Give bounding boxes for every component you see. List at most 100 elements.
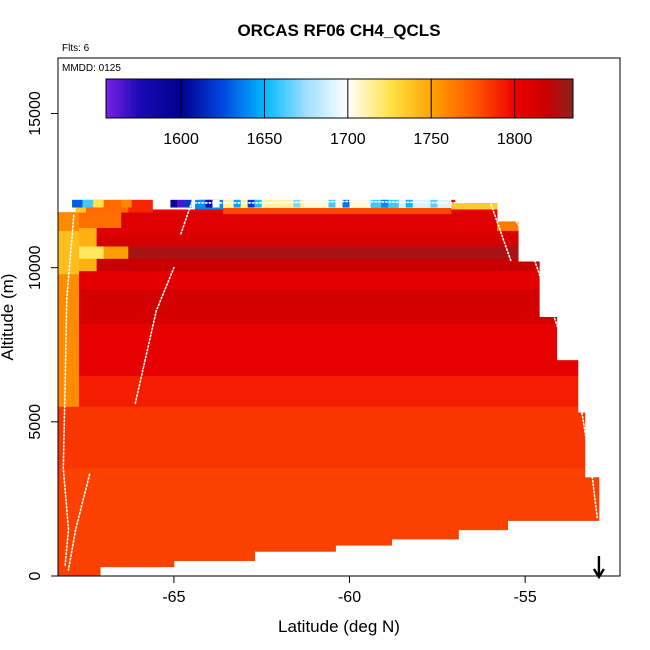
colorbar-swatch [356, 79, 361, 118]
heatmap-cell [152, 212, 175, 215]
heatmap-cell [138, 246, 154, 259]
heatmap-cell [507, 375, 519, 407]
heatmap-cell [86, 230, 98, 238]
heatmap-cell [458, 202, 498, 208]
heatmap-cell [152, 246, 175, 259]
heatmap-cell [173, 406, 196, 469]
colorbar-swatch [419, 79, 424, 118]
heatmap-cell [454, 375, 459, 407]
colorbar-swatch [559, 79, 564, 118]
heatmap-cell [100, 406, 105, 469]
heatmap-cell [398, 227, 452, 232]
heatmap-cell [100, 236, 105, 247]
heatmap-cell [458, 289, 498, 324]
heatmap-cell [152, 258, 175, 272]
heatmap-cell [100, 273, 105, 290]
colorbar-swatch [462, 79, 467, 118]
heatmap-cell [349, 375, 372, 407]
heatmap-cell [58, 246, 76, 259]
colorbar-swatch [109, 79, 114, 118]
heatmap-cell [128, 246, 140, 259]
heatmap-cells [58, 199, 600, 577]
heatmap-cell [398, 270, 452, 275]
colorbar-swatch [139, 79, 144, 118]
heatmap-cell [194, 246, 210, 259]
heatmap-cell [75, 375, 80, 407]
heatmap-cell [75, 406, 80, 469]
heatmap-cell [75, 289, 80, 324]
heatmap-cell [96, 323, 101, 376]
heatmap-cell [223, 468, 256, 561]
heatmap-cell [209, 289, 224, 324]
heatmap-cell [75, 468, 80, 577]
colorbar-swatch [379, 79, 384, 118]
heatmap-cell [152, 270, 175, 275]
heatmap-cell [152, 236, 175, 247]
colorbar-swatch [332, 79, 337, 118]
heatmap-cell [138, 227, 154, 232]
colorbar-swatch [336, 79, 340, 118]
heatmap-cell [103, 323, 122, 376]
heatmap-cell [370, 289, 393, 324]
colorbar-swatch [186, 79, 190, 118]
heatmap-cell [75, 246, 80, 259]
heatmap-cell [303, 258, 336, 272]
heatmap-cell [507, 221, 519, 228]
heatmap-cell [128, 323, 140, 376]
colorbar-swatch [509, 79, 514, 118]
heatmap-cell [398, 246, 452, 259]
heatmap-cell [96, 289, 101, 324]
heatmap-cell [96, 270, 101, 275]
colorbar-swatch [326, 79, 330, 118]
heatmap-cell [121, 273, 129, 290]
heatmap-cell [507, 406, 519, 469]
heatmap-cell [556, 375, 575, 407]
heatmap-cell [458, 273, 498, 290]
colorbar-swatch [496, 79, 501, 118]
heatmap-cell [556, 406, 575, 469]
heatmap-cell [103, 207, 122, 210]
heatmap-cell [96, 246, 101, 259]
heatmap-cell [279, 323, 305, 376]
colorbar-swatch [222, 79, 227, 118]
colorbar-swatch [386, 79, 391, 118]
heatmap-cell [86, 375, 98, 407]
heatmap-cell [194, 270, 210, 275]
y-tick-label: 0 [27, 571, 44, 580]
heatmap-cell [75, 273, 80, 290]
heatmap-cell [497, 221, 508, 228]
heatmap-cell [128, 270, 140, 275]
heatmap-cell [223, 246, 256, 259]
heatmap-cell [79, 270, 87, 275]
heatmap-cell [152, 468, 175, 568]
heatmap-cell [100, 375, 105, 407]
heatmap-cell [507, 236, 519, 247]
heatmap-cell [454, 227, 459, 232]
heatmap-cell [173, 227, 196, 232]
heatmap-cell [335, 258, 350, 272]
heatmap-cell [75, 221, 80, 228]
heatmap-cell [194, 258, 210, 272]
heatmap-cell [349, 221, 372, 228]
colorbar-swatch [489, 79, 494, 118]
x-tick-label: -55 [514, 589, 537, 606]
heatmap-cell [349, 227, 372, 232]
colorbar-swatch [422, 79, 427, 118]
colorbar-swatch [539, 79, 544, 118]
colorbar-swatch [439, 79, 444, 118]
heatmap-cell [138, 406, 154, 469]
heatmap-cell-top [177, 199, 185, 208]
heatmap-cell [539, 317, 558, 324]
flights-annotation: Flts: 6 [62, 43, 90, 54]
heatmap-cell [507, 227, 519, 232]
colorbar-swatch [289, 79, 294, 118]
heatmap-cell [454, 406, 459, 469]
heatmap-cell [391, 202, 400, 208]
heatmap-cell [194, 213, 210, 222]
colorbar-swatch [519, 79, 524, 118]
colorbar-swatch [409, 79, 414, 118]
heatmap-cell [370, 209, 393, 213]
heatmap-cell [121, 246, 129, 259]
colorbar-swatch [309, 79, 314, 118]
heatmap-cell [86, 227, 98, 232]
